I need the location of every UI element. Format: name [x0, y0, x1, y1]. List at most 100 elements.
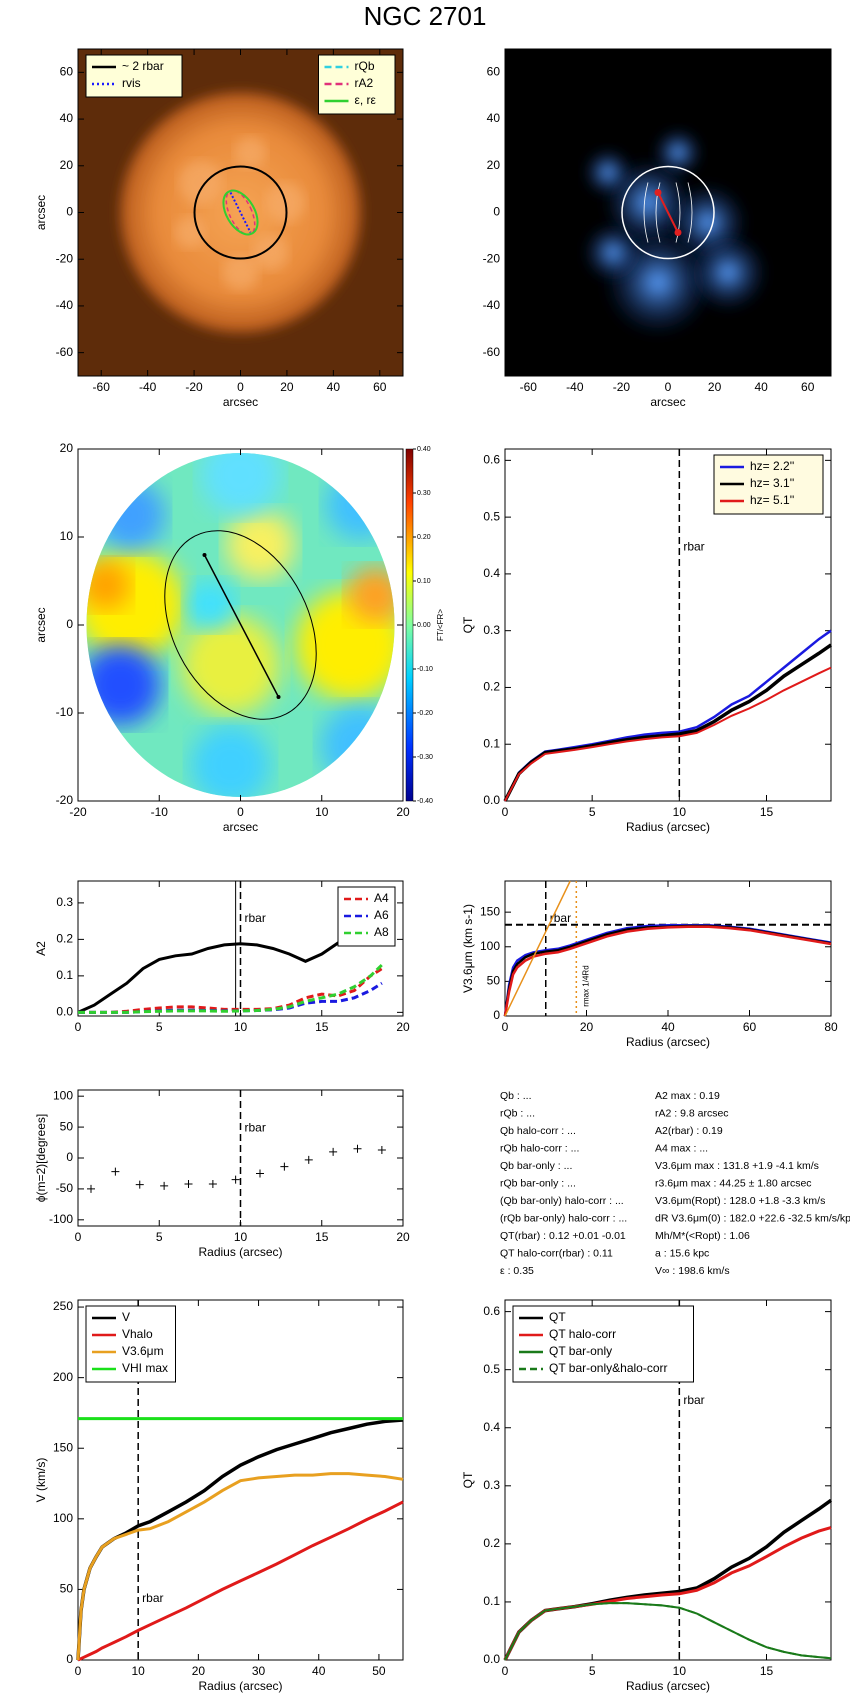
- legend-label: Vhalo: [122, 1327, 153, 1341]
- x-tick-label: 10: [234, 1020, 248, 1034]
- info-line: A4 max : ...: [655, 1142, 708, 1154]
- isophote-arc: [675, 182, 681, 243]
- y-tick-label: 50: [487, 974, 501, 988]
- y-tick-label: 0: [66, 1150, 73, 1164]
- eps-ellipse: [222, 189, 259, 236]
- info-line: rQb bar-only : ...: [500, 1177, 576, 1189]
- map-patch: [190, 725, 271, 797]
- point: [111, 1167, 120, 1176]
- reference-label: rmax 1/4Rd: [581, 965, 590, 1006]
- x-axis-label: Radius (arcsec): [198, 1679, 282, 1693]
- colorbar-tick-label: 0.10: [417, 578, 431, 585]
- colorbar-tick-label: -0.30: [417, 754, 433, 761]
- series-line: [503, 643, 833, 802]
- y-tick-label: 0.0: [483, 793, 500, 807]
- y-tick-label: 0.2: [483, 1536, 500, 1550]
- point: [377, 1145, 386, 1154]
- x-tick-label: 60: [801, 380, 815, 394]
- info-line: rQb : ...: [500, 1107, 535, 1119]
- x-tick-label: 5: [156, 1230, 163, 1244]
- legend-box: [512, 1305, 694, 1383]
- x-tick-label: 0: [237, 805, 244, 819]
- y-tick-label: 0: [493, 1008, 500, 1022]
- info-line: (rQb bar-only) halo-corr : ...: [500, 1212, 627, 1224]
- series-line: [78, 967, 383, 1014]
- galaxy-knot: [234, 136, 267, 169]
- map-patch: [200, 453, 281, 515]
- x-tick-label: 5: [156, 1020, 163, 1034]
- bar-end: [654, 189, 662, 196]
- x-tick-label: 80: [824, 1020, 838, 1034]
- y-axis-label: QT: [461, 616, 475, 633]
- y-tick-label: 10: [60, 529, 74, 543]
- x-tick-label: 10: [673, 1664, 687, 1678]
- legend-label: rQb: [355, 59, 375, 73]
- reference-label: rbar: [683, 540, 704, 554]
- force-map: [86, 453, 395, 797]
- legend-label: QT halo-corr: [549, 1327, 616, 1341]
- y-tick-label: 0.3: [56, 895, 73, 909]
- x-tick-label: 60: [373, 380, 387, 394]
- info-line: V3.6μm(Ropt) : 128.0 +1.8 -3.3 km/s: [655, 1195, 825, 1207]
- legend-label: QT bar-only: [549, 1344, 612, 1358]
- colorbar-tick-label: 0.30: [417, 490, 431, 497]
- reference-label: rbar: [142, 1591, 163, 1605]
- legend-label: QT: [549, 1310, 566, 1324]
- series-line: [504, 666, 832, 802]
- x-tick-label: -20: [613, 380, 631, 394]
- residual-blob: [583, 147, 633, 198]
- point: [280, 1162, 289, 1171]
- x-tick-label: -20: [69, 805, 87, 819]
- bar-circle: [193, 165, 288, 260]
- bar-ellipse: [164, 530, 317, 720]
- colorbar-tick-label: 0.40: [417, 446, 431, 453]
- y-tick-label: -40: [483, 298, 501, 312]
- x-tick-label: 10: [673, 805, 687, 819]
- y-tick-label: 0.2: [483, 680, 500, 694]
- x-tick-label: 0: [502, 1020, 509, 1034]
- residual-blob: [653, 127, 703, 178]
- x-tick-label: 10: [132, 1664, 146, 1678]
- series-line: [504, 880, 571, 1017]
- isophote-arc: [655, 182, 661, 243]
- x-axis-label: arcsec: [223, 820, 258, 834]
- isophote-arc: [643, 182, 649, 243]
- point: [256, 1169, 264, 1178]
- y-tick-label: 250: [53, 1299, 73, 1313]
- series-line: [503, 924, 832, 1017]
- legend-label: hz= 3.1'': [750, 476, 794, 490]
- series-line: [504, 1602, 832, 1661]
- x-axis-label: Radius (arcsec): [626, 1679, 710, 1693]
- x-tick-label: 5: [589, 1664, 596, 1678]
- x-tick-label: 10: [315, 805, 329, 819]
- legend-box: [85, 54, 183, 98]
- galaxy-knot: [252, 234, 289, 271]
- series-line: [78, 963, 383, 1014]
- x-tick-label: 15: [315, 1230, 329, 1244]
- info-line: rQb halo-corr : ...: [500, 1142, 579, 1154]
- y-axis-label: ϕ(m=2)[degrees]: [34, 1114, 48, 1202]
- x-tick-label: 0: [75, 1020, 82, 1034]
- x-tick-label: -40: [566, 380, 584, 394]
- y-tick-label: 0.5: [483, 1362, 500, 1376]
- legend-label: rvis: [122, 76, 141, 90]
- info-line: QT(rbar) : 0.12 +0.01 -0.01: [500, 1230, 626, 1242]
- point: [304, 1155, 313, 1164]
- colorbar-tick-label: 0.20: [417, 534, 431, 541]
- y-tick-label: 0: [493, 205, 500, 219]
- x-axis-label: Radius (arcsec): [198, 1245, 282, 1259]
- x-tick-label: 20: [192, 1664, 206, 1678]
- galaxy-knot: [222, 254, 259, 291]
- x-axis-label: Radius (arcsec): [626, 820, 710, 834]
- info-line: A2(rbar) : 0.19: [655, 1125, 723, 1137]
- y-tick-label: 0.5: [483, 509, 500, 523]
- info-line: rA2 : 9.8 arcsec: [655, 1107, 729, 1119]
- map-patch: [325, 470, 395, 540]
- point: [87, 1184, 95, 1193]
- y-tick-label: 40: [487, 111, 501, 125]
- galaxy-knot: [178, 160, 223, 205]
- series-line: [78, 981, 383, 1014]
- x-tick-label: 0: [237, 380, 244, 394]
- series-line: [503, 629, 832, 802]
- x-tick-label: 5: [589, 805, 596, 819]
